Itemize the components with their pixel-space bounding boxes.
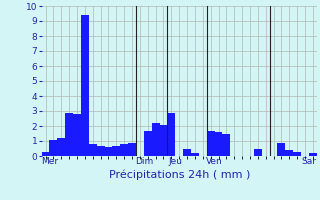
Bar — [120, 144, 128, 156]
Bar — [73, 114, 81, 156]
Bar — [50, 140, 57, 156]
Bar — [42, 152, 50, 156]
Bar — [285, 150, 293, 156]
Bar — [222, 134, 230, 156]
Bar — [105, 147, 112, 156]
Bar — [112, 146, 120, 156]
Bar — [207, 130, 215, 156]
Bar — [183, 148, 191, 156]
Bar — [144, 130, 152, 156]
Bar — [57, 138, 65, 156]
Bar — [215, 132, 222, 156]
Bar — [167, 112, 175, 156]
Bar — [191, 153, 199, 156]
Bar — [254, 148, 262, 156]
Bar — [293, 152, 301, 156]
Bar — [277, 142, 285, 156]
Bar — [128, 142, 136, 156]
X-axis label: Précipitations 24h ( mm ): Précipitations 24h ( mm ) — [108, 169, 250, 180]
Bar — [309, 153, 317, 156]
Bar — [89, 144, 97, 156]
Bar — [97, 146, 105, 156]
Bar — [81, 15, 89, 156]
Bar — [160, 124, 167, 156]
Bar — [152, 123, 160, 156]
Bar — [65, 112, 73, 156]
